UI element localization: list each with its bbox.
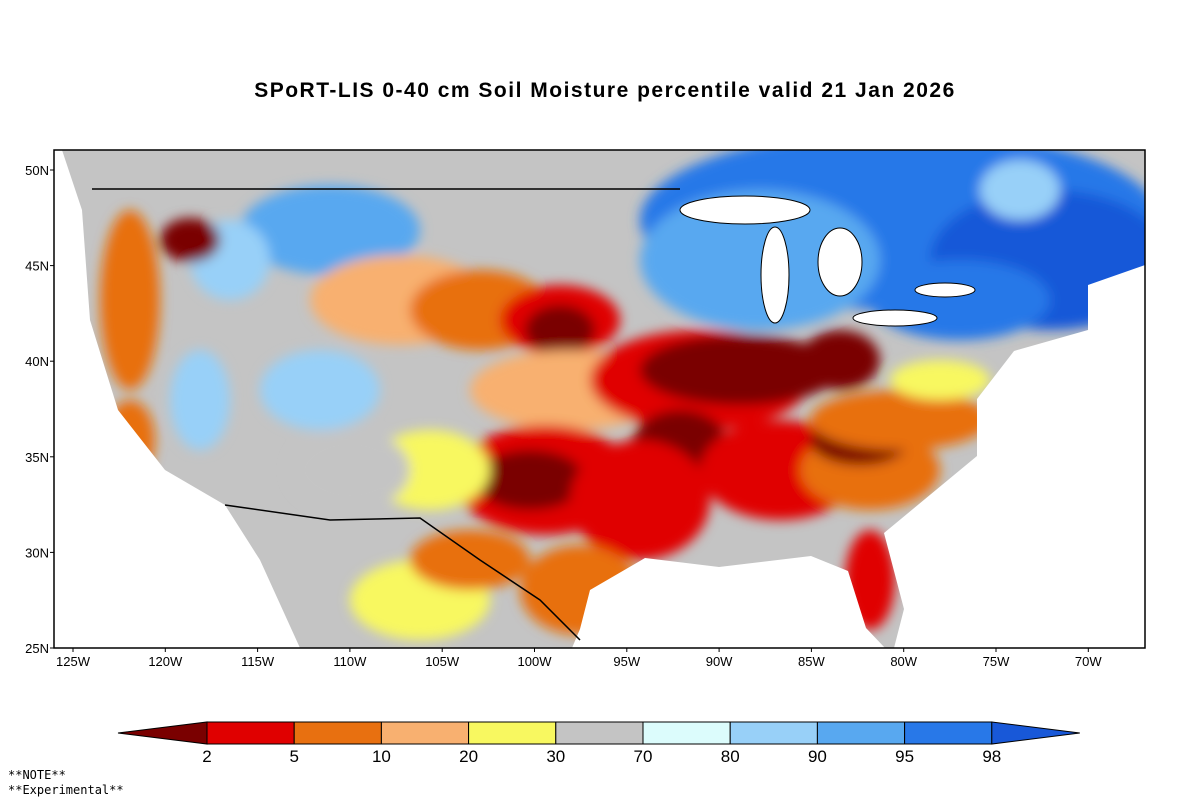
moisture-patch xyxy=(240,185,420,275)
lon-label: 125W xyxy=(56,654,91,669)
lake-superior xyxy=(679,195,811,225)
colorbar-arrow xyxy=(991,721,1080,745)
moisture-patch xyxy=(475,450,585,510)
moisture-patch xyxy=(870,260,1050,340)
lon-label: 75W xyxy=(983,654,1010,669)
colorbar-swatch xyxy=(468,721,557,745)
moisture-patch xyxy=(890,360,990,400)
colorbar-swatch xyxy=(555,721,644,745)
note: **Experimental** xyxy=(8,783,124,797)
moisture-patch xyxy=(160,218,220,262)
moisture-patch xyxy=(640,190,880,330)
map-title: SPoRT-LIS 0-40 cm Soil Moisture percenti… xyxy=(254,79,956,102)
moisture-patch xyxy=(800,330,880,390)
moisture-patch xyxy=(810,390,990,450)
lat-label: 40N xyxy=(25,354,49,369)
moisture-patch xyxy=(640,335,840,405)
map-area xyxy=(54,150,1145,648)
lon-label: 115W xyxy=(241,654,275,669)
colorbar-swatch xyxy=(206,721,295,745)
colorbar-swatch xyxy=(904,721,993,745)
colorbar-label: 20 xyxy=(459,747,478,766)
moisture-field xyxy=(100,150,1145,640)
colorbar-label: 2 xyxy=(202,747,211,766)
colorbar-label: 5 xyxy=(289,747,298,766)
moisture-patch xyxy=(980,160,1060,220)
moisture-patch xyxy=(260,350,380,430)
lake-ontario xyxy=(914,282,976,298)
lake-huron xyxy=(817,227,863,297)
note: **NOTE** xyxy=(8,768,66,782)
lon-label: 95W xyxy=(613,654,640,669)
moisture-patch xyxy=(525,305,595,355)
moisture-patch xyxy=(570,440,710,560)
lon-label: 85W xyxy=(798,654,825,669)
lat-label: 35N xyxy=(25,450,49,465)
colorbar-label: 98 xyxy=(982,747,1001,766)
colorbar-swatch xyxy=(293,721,382,745)
gulf-of-mexico xyxy=(572,556,885,648)
lake-michigan xyxy=(760,226,790,324)
moisture-patch xyxy=(290,430,410,510)
colorbar-arrow xyxy=(117,721,208,745)
lake-erie xyxy=(852,309,938,327)
colorbar-swatch xyxy=(380,721,470,745)
colorbar-swatch xyxy=(816,721,906,745)
lon-label: 90W xyxy=(706,654,733,669)
map-frame xyxy=(53,149,1146,649)
lon-label: 70W xyxy=(1075,654,1102,669)
lon-label: 100W xyxy=(518,654,553,669)
border xyxy=(224,504,581,641)
moisture-patch xyxy=(410,530,530,590)
colorbar-swatch xyxy=(642,721,731,745)
colorbar-label: 95 xyxy=(895,747,914,766)
lat-label: 50N xyxy=(25,163,49,178)
colorbar-label: 10 xyxy=(372,747,391,766)
colorbar: 2 5 10 20 30 70 80 90 95 98 xyxy=(117,721,1080,766)
lon-label: 105W xyxy=(425,654,460,669)
moisture-patch xyxy=(170,350,230,450)
colorbar-swatch xyxy=(729,721,818,745)
lon-label: 120W xyxy=(148,654,183,669)
lon-label: 110W xyxy=(333,654,367,669)
moisture-patch xyxy=(100,210,160,390)
colorbar-label: 90 xyxy=(808,747,827,766)
colorbar-label: 80 xyxy=(721,747,740,766)
lat-label: 25N xyxy=(25,641,49,656)
axis-labels: 50N 45N 40N 35N 30N 25N 125W 120W 115W 110W 105W 10… xyxy=(25,163,1102,669)
lat-label: 30N xyxy=(25,545,49,560)
lon-label: 80W xyxy=(890,654,917,669)
lat-label: 45N xyxy=(25,259,49,274)
colorbar-label: 70 xyxy=(634,747,653,766)
atlantic-ocean xyxy=(884,265,1145,648)
colorbar-label: 30 xyxy=(546,747,565,766)
pacific-ocean xyxy=(54,150,300,648)
